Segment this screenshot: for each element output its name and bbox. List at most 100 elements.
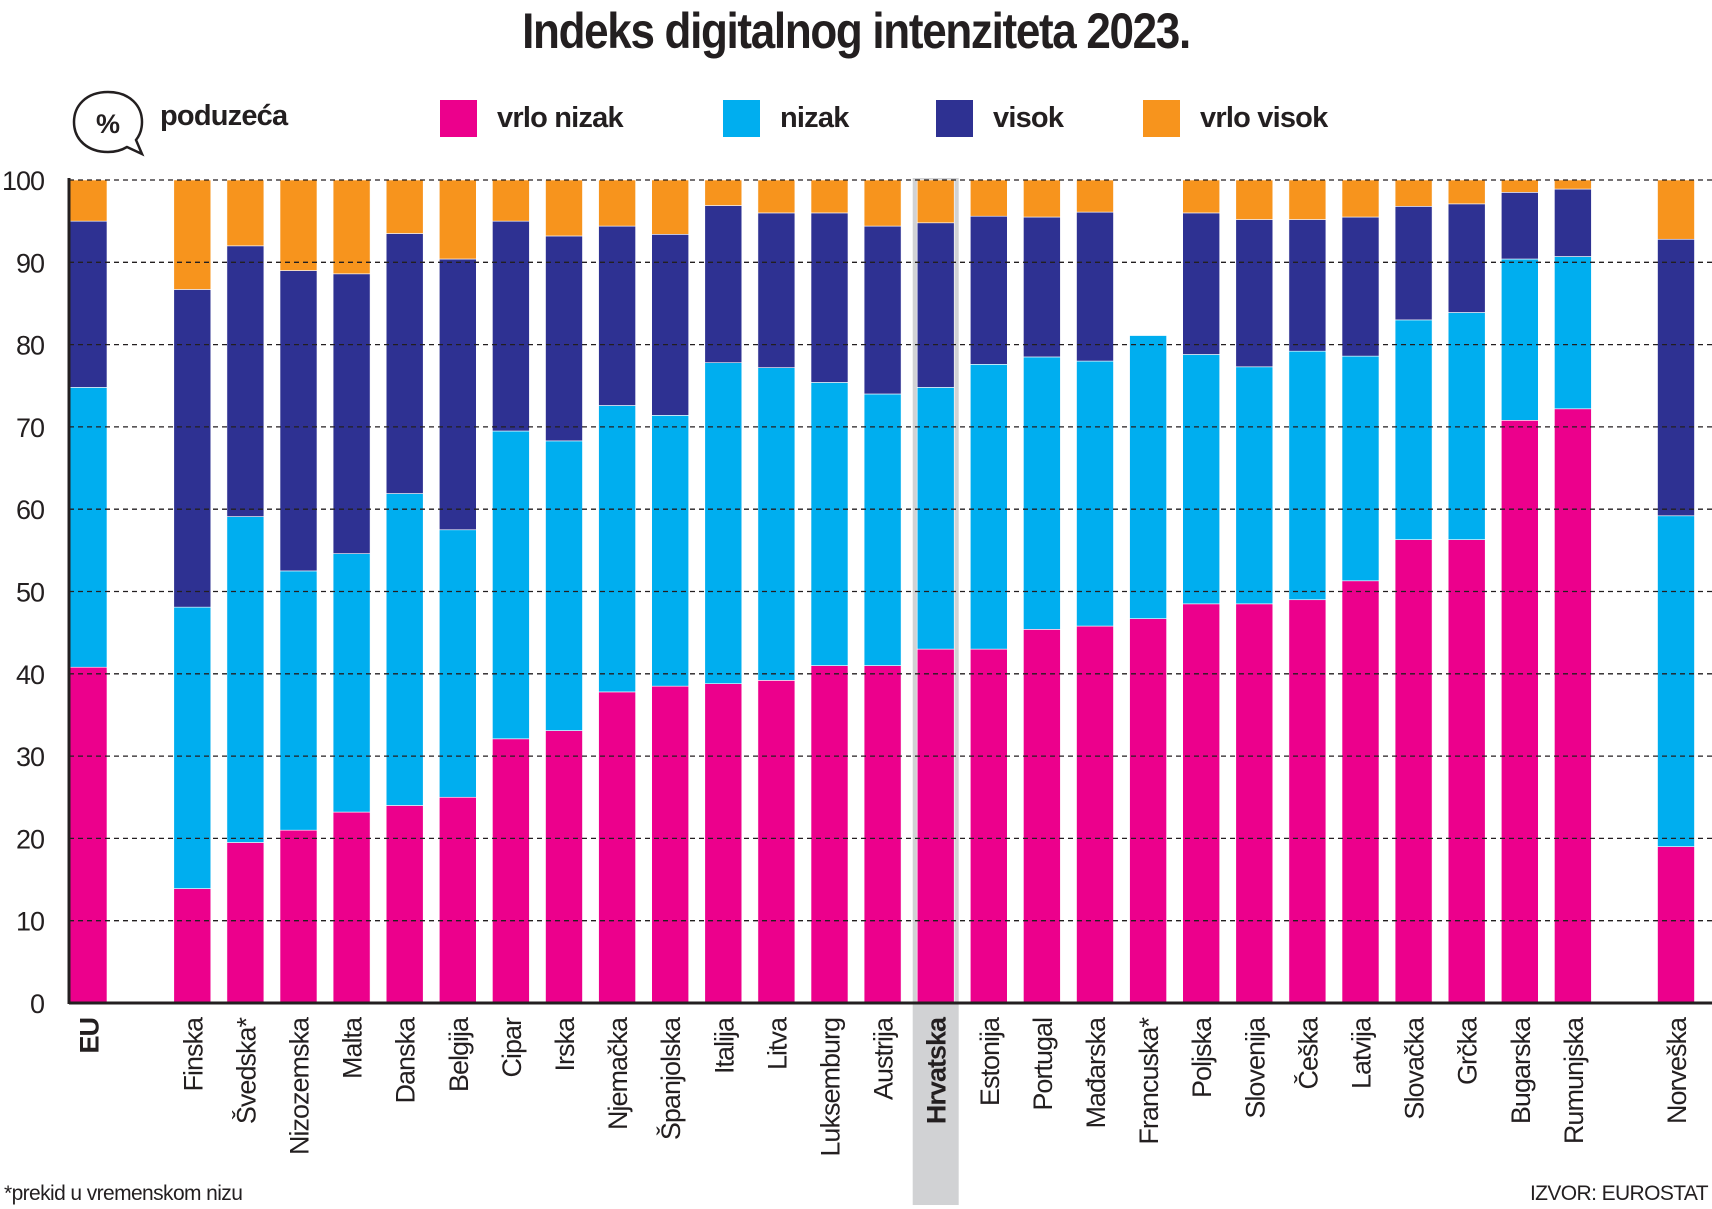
bar-segment-vrlo-nizak [173, 888, 212, 1004]
bar-segment-vrlo-visok [1076, 179, 1114, 213]
bar-segment-nizak [1023, 356, 1061, 630]
x-tick-label: Belgija [444, 1016, 474, 1092]
bar-segment-visok [1076, 211, 1114, 362]
x-tick-label: Slovenija [1240, 1016, 1270, 1119]
x-tick-label: Norveška [1662, 1016, 1692, 1124]
bar-segment-vrlo-nizak [545, 730, 583, 1004]
x-tick-label: Finska [178, 1016, 208, 1092]
bar-segment-nizak [492, 430, 530, 740]
y-tick-label: 60 [16, 495, 44, 525]
bar-segment-vrlo-visok [1288, 179, 1327, 220]
x-tick-label: Njemačka [603, 1016, 633, 1130]
y-tick-label: 0 [30, 989, 44, 1019]
x-tick-label: Litva [762, 1016, 792, 1070]
bar-segment-visok [385, 233, 424, 494]
y-tick-label: 10 [16, 907, 44, 937]
x-tick-label: Slovačka [1400, 1016, 1430, 1120]
chart-title: Indeks digitalnog intenziteta 2023. [522, 3, 1191, 59]
bar-segment-visok [704, 205, 743, 364]
bar-segment-vrlo-nizak [1341, 580, 1380, 1004]
bar-segment-visok [492, 220, 530, 432]
bar-segment-visok [332, 273, 371, 554]
bar-segment-visok [651, 234, 690, 416]
bar-segment-visok [1394, 206, 1433, 321]
bar-segment-vrlo-visok [598, 179, 636, 227]
bar-segment-nizak [279, 570, 318, 831]
bar-segment-vrlo-nizak [1394, 539, 1433, 1004]
x-tick-label: Nizozemska [285, 1016, 315, 1155]
bar-segment-vrlo-visok [704, 179, 743, 206]
bar-segment-vrlo-visok [1023, 179, 1061, 218]
bar-segment-visok [1657, 238, 1695, 517]
bar-segment-visok [1235, 219, 1274, 368]
bar-segment-visok [1447, 203, 1486, 313]
bar-segment-visok [1554, 188, 1592, 257]
legend: % poduzeća vrlo nizak nizak visok vrlo v… [70, 88, 1710, 157]
legend-item-vrlo-visok: vrlo visok [1143, 100, 1328, 137]
bar-segment-vrlo-nizak [332, 811, 371, 1004]
bar-segment-visok [810, 212, 849, 383]
y-tick-label: 90 [16, 248, 44, 278]
legend-swatch [723, 100, 760, 137]
bar-segment-visok [969, 215, 1008, 365]
bar-segment-vrlo-visok [173, 179, 212, 290]
bar-segment-visok [438, 258, 477, 531]
bar-segment-vrlo-nizak [438, 796, 477, 1004]
legend-item-visok: visok [936, 100, 1064, 137]
x-tick-label: Grčka [1453, 1016, 1483, 1085]
bar-segment-visok [226, 245, 265, 517]
bar-segment-nizak [545, 440, 583, 731]
y-tick-label: 40 [16, 660, 44, 690]
bar-segment-vrlo-visok [810, 179, 849, 214]
bar-segment-nizak [1501, 258, 1539, 421]
legend-label: visok [993, 102, 1064, 134]
y-tick-label: 70 [16, 413, 44, 443]
bar-segment-visok [173, 289, 212, 608]
bar-segment-nizak [69, 387, 108, 668]
x-tick-label: Španjolska [655, 1016, 686, 1140]
bar-segment-visok [69, 220, 108, 388]
bar-segment-nizak [438, 529, 477, 798]
x-tick-label: Cipar [497, 1017, 527, 1078]
bar-segment-nizak [1657, 515, 1695, 847]
bar-segment-vrlo-nizak [1076, 625, 1114, 1004]
bar-segment-vrlo-visok [969, 179, 1008, 217]
bar-segment-nizak [1288, 350, 1327, 601]
bar-segment-vrlo-visok [1657, 179, 1695, 240]
bar-segment-vrlo-nizak [226, 842, 265, 1004]
bar-segment-nizak [1129, 335, 1167, 619]
bar-segment-nizak [1341, 355, 1380, 582]
bar-segment-visok [545, 235, 583, 442]
y-tick-label: 30 [16, 742, 44, 772]
bar-segment-nizak [385, 493, 424, 806]
bar-segment-vrlo-visok [863, 179, 902, 227]
bar-segment-nizak [651, 415, 690, 687]
y-tick-label: 50 [16, 578, 44, 608]
legend-swatch [440, 100, 477, 137]
bar-segment-vrlo-visok [1235, 179, 1274, 220]
bar-segment-visok [598, 225, 636, 406]
bar-segment-nizak [1394, 319, 1433, 540]
bar-segment-vrlo-nizak [1447, 539, 1486, 1004]
bar-segment-vrlo-nizak [385, 805, 424, 1004]
legend-item-vrlo-nizak: vrlo nizak [440, 100, 624, 137]
x-tick-label: Rumunjska [1559, 1016, 1589, 1144]
unit-label: poduzeća [160, 100, 288, 132]
x-tick-label: Hrvatska [922, 1016, 952, 1124]
bar-segment-nizak [1447, 312, 1486, 540]
x-tick-label: Estonija [975, 1016, 1005, 1106]
bar-segment-vrlo-visok [916, 179, 955, 224]
x-tick-label: Danska [391, 1016, 421, 1104]
bar-segment-vrlo-nizak [916, 648, 955, 1004]
bar-segment-vrlo-nizak [492, 738, 530, 1004]
bar-segment-nizak [332, 553, 371, 813]
x-tick-label: Češka [1292, 1016, 1323, 1090]
bar-segment-vrlo-nizak [1657, 846, 1695, 1004]
bar-segment-visok [757, 212, 796, 368]
legend-label: vrlo visok [1200, 102, 1328, 134]
bar-segment-vrlo-visok [332, 179, 371, 275]
legend-label: nizak [780, 102, 849, 134]
bar-segment-vrlo-nizak [969, 648, 1008, 1004]
bar-segment-nizak [1235, 366, 1274, 605]
